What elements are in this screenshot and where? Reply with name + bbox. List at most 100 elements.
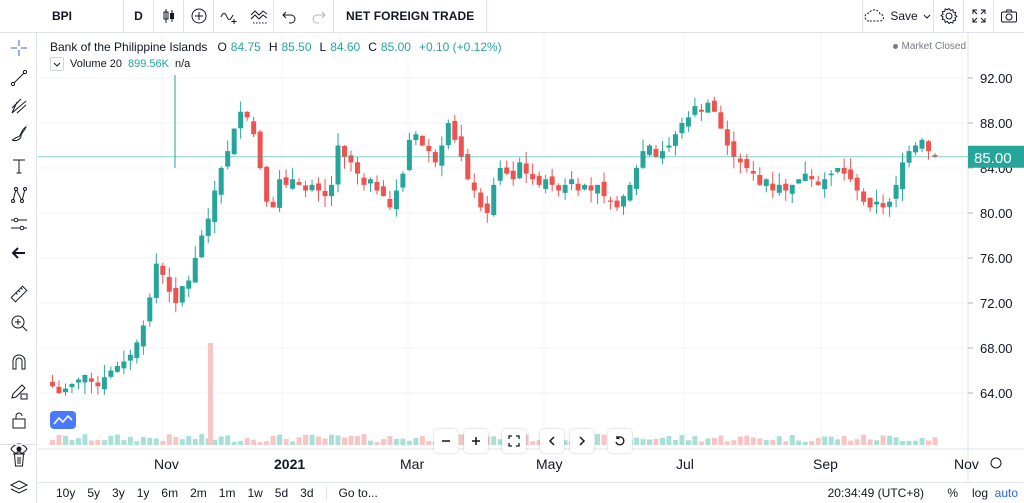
volume-bar bbox=[932, 437, 938, 445]
indicator-title-button[interactable]: NET FOREIGN TRADE bbox=[334, 0, 488, 33]
back-arrow-tool[interactable] bbox=[0, 238, 37, 268]
scroll-left-button[interactable] bbox=[540, 429, 564, 453]
candle-body bbox=[303, 185, 309, 191]
draw-mode-tool[interactable] bbox=[0, 376, 37, 406]
indicators-button[interactable] bbox=[184, 0, 214, 33]
candle-body bbox=[543, 179, 549, 189]
volume-bar bbox=[166, 434, 172, 445]
candle-body bbox=[582, 184, 588, 190]
candle-body bbox=[108, 370, 114, 377]
candle-body bbox=[121, 361, 127, 369]
object-tree-tool[interactable] bbox=[0, 473, 37, 503]
lock-tool[interactable] bbox=[0, 405, 37, 435]
candle-body bbox=[731, 141, 737, 157]
range-1y[interactable]: 1y bbox=[136, 486, 150, 500]
redo-button[interactable] bbox=[304, 0, 334, 33]
x-tick-label: 2021 bbox=[274, 456, 305, 472]
volume-bar bbox=[199, 434, 205, 445]
range-3d[interactable]: 3d bbox=[300, 486, 314, 500]
volume-bar bbox=[634, 437, 640, 445]
brush-tool[interactable] bbox=[0, 119, 37, 149]
reset-icon bbox=[615, 436, 625, 446]
volume-bar bbox=[296, 437, 302, 445]
volume-bar bbox=[672, 439, 678, 445]
visibility-tool[interactable] bbox=[0, 434, 37, 464]
volume-bar bbox=[82, 434, 88, 445]
candle-body bbox=[932, 154, 938, 157]
candle-body bbox=[452, 120, 458, 140]
bottom-toolbar: 10y 5y 3y 1y 6m 2m 1m 1w 5d 3d Go to... 20:34:49 … bbox=[38, 482, 1024, 503]
compare-button[interactable] bbox=[244, 0, 274, 33]
reset-zoom-button[interactable] bbox=[502, 429, 526, 453]
volume-bar bbox=[121, 440, 127, 445]
settings-button[interactable] bbox=[934, 0, 964, 33]
range-5d[interactable]: 5d bbox=[274, 486, 289, 500]
crosshair-tool[interactable] bbox=[0, 33, 37, 63]
range-1w[interactable]: 1w bbox=[247, 486, 263, 500]
volume-bar bbox=[374, 441, 380, 445]
zoom-out-button[interactable] bbox=[434, 429, 458, 453]
candle-body bbox=[588, 185, 594, 191]
zoom-in-button[interactable] bbox=[464, 429, 488, 453]
range-6m[interactable]: 6m bbox=[161, 486, 179, 500]
candle-body bbox=[880, 203, 886, 208]
trend-line-tool[interactable] bbox=[0, 63, 37, 93]
fib-tool[interactable] bbox=[0, 91, 37, 121]
volume-bar bbox=[646, 439, 652, 445]
magnet-tool[interactable] bbox=[0, 347, 37, 377]
unlock-icon bbox=[12, 412, 25, 429]
volume-bar bbox=[854, 439, 860, 445]
volume-bar bbox=[393, 438, 399, 445]
goto-button[interactable]: Go to... bbox=[338, 486, 378, 500]
text-tool[interactable] bbox=[0, 151, 37, 181]
volume-bar bbox=[536, 440, 542, 445]
volume-bar bbox=[698, 441, 704, 445]
price-chart[interactable]: 92.00 88.00 84.00 80.00 76.00 72.00 68.00 64.00… bbox=[38, 33, 1024, 503]
candle-body bbox=[393, 190, 399, 210]
delete-tool[interactable] bbox=[0, 444, 37, 474]
log-scale-toggle[interactable]: log bbox=[971, 486, 988, 500]
zoom-tool[interactable] bbox=[0, 308, 37, 338]
chart-type-button[interactable] bbox=[154, 0, 184, 33]
clock[interactable]: 20:34:49 (UTC+8) bbox=[827, 486, 924, 500]
candle-body bbox=[244, 111, 250, 118]
auto-scale-toggle[interactable]: auto bbox=[994, 486, 1018, 500]
chart-canvas[interactable]: 92.0088.0084.0080.0076.0072.0068.0064.00… bbox=[38, 33, 1024, 482]
candle-body bbox=[757, 175, 763, 185]
volume-bar bbox=[329, 434, 335, 445]
candle-body bbox=[815, 181, 821, 185]
symbol-search-button[interactable]: BPI bbox=[0, 0, 124, 33]
undo-button[interactable] bbox=[274, 0, 304, 33]
x-tick-label: Nov bbox=[954, 456, 979, 472]
prediction-tool[interactable] bbox=[0, 209, 37, 239]
volume-bar bbox=[718, 435, 724, 445]
pattern-tool[interactable] bbox=[0, 180, 37, 210]
reset-chart-button[interactable] bbox=[608, 429, 632, 453]
fullscreen-button[interactable] bbox=[964, 0, 994, 33]
percent-scale-toggle[interactable]: % bbox=[947, 486, 958, 500]
volume-bar bbox=[419, 436, 425, 445]
range-2m[interactable]: 2m bbox=[190, 486, 207, 500]
interval-button[interactable]: D bbox=[124, 0, 154, 33]
range-5y[interactable]: 5y bbox=[87, 486, 101, 500]
collapse-legend-button[interactable] bbox=[50, 57, 64, 71]
add-study-button[interactable] bbox=[214, 0, 244, 33]
candle-body bbox=[809, 176, 815, 180]
arrow-left-icon bbox=[11, 247, 25, 259]
range-3y[interactable]: 3y bbox=[112, 486, 125, 500]
volume-bar bbox=[906, 440, 912, 445]
save-button[interactable]: Save bbox=[862, 0, 934, 33]
ruler-tool[interactable] bbox=[0, 279, 37, 309]
scroll-right-button[interactable] bbox=[570, 429, 594, 453]
volume-bar bbox=[322, 438, 328, 445]
range-10y[interactable]: 10y bbox=[56, 486, 76, 500]
range-1m[interactable]: 1m bbox=[218, 486, 236, 500]
screenshot-button[interactable] bbox=[994, 0, 1024, 33]
volume-bar bbox=[283, 439, 289, 445]
candle-body bbox=[179, 286, 185, 303]
candle-body bbox=[724, 129, 730, 146]
candle-body bbox=[62, 388, 68, 393]
candle-body bbox=[744, 159, 750, 168]
candle-body bbox=[186, 280, 192, 289]
volume-bar bbox=[49, 440, 55, 445]
